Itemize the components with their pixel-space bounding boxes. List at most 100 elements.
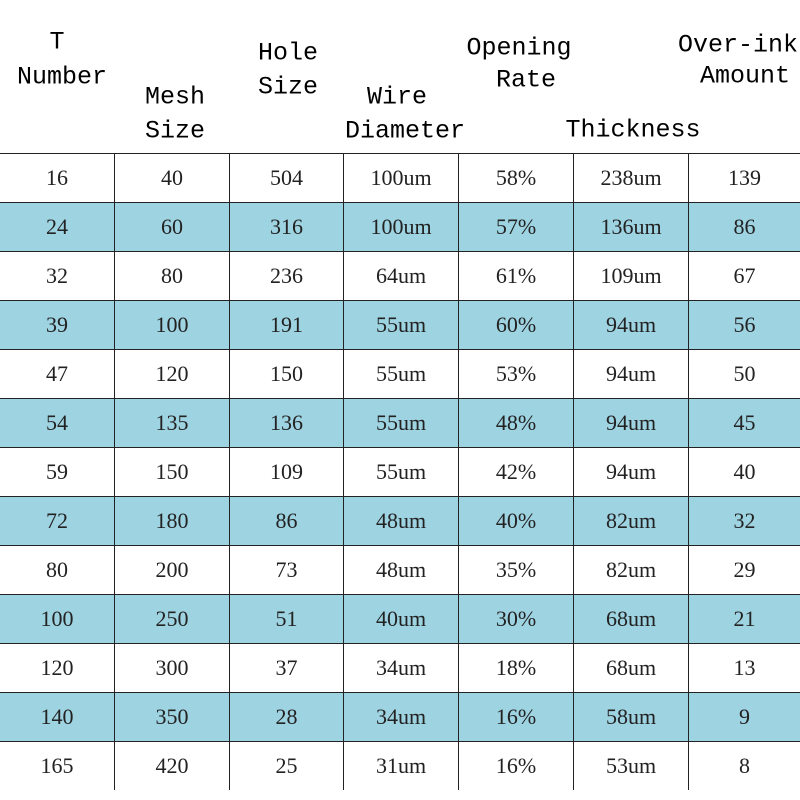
column-header: Thickness [565, 115, 701, 145]
column-header: T [49, 27, 65, 57]
table-cell: 58% [458, 154, 573, 202]
table-cell: 55um [343, 448, 458, 496]
table-cell: 100um [343, 154, 458, 202]
table-cell: 55um [343, 301, 458, 349]
table-cell: 13 [688, 644, 800, 692]
table-cell: 61% [458, 252, 573, 300]
table-cell: 94um [573, 301, 688, 349]
table-cell: 120 [114, 350, 229, 398]
table-cell: 191 [229, 301, 343, 349]
table-row: 54 135 136 55um 48% 94um 45 [0, 398, 800, 447]
table-cell: 32 [688, 497, 800, 545]
table-cell: 55um [343, 350, 458, 398]
table-cell: 32 [46, 263, 68, 288]
table-cell: 16% [458, 693, 573, 741]
table-cell: 136 [229, 399, 343, 447]
table-cell: 150 [114, 448, 229, 496]
column-header: Number [16, 62, 108, 92]
table-cell: 40 [114, 154, 229, 202]
table-cell: 140 [40, 704, 74, 729]
table-cell: 73 [229, 546, 343, 594]
table-cell: 350 [114, 693, 229, 741]
table-cell: 300 [114, 644, 229, 692]
table-cell: 56 [688, 301, 800, 349]
table-cell: 80 [46, 557, 68, 582]
table-cell: 82um [573, 546, 688, 594]
table-row: 16 40 504 100um 58% 238um 139 [0, 153, 800, 202]
table-cell: 100 [40, 606, 74, 631]
table-cell: 135 [114, 399, 229, 447]
table-cell: 18% [458, 644, 573, 692]
table-cell: 53% [458, 350, 573, 398]
column-header: Hole [257, 38, 319, 68]
table-cell: 54 [46, 410, 68, 435]
table-cell: 40 [688, 448, 800, 496]
table-cell: 31um [343, 742, 458, 790]
table-cell: 100 [114, 301, 229, 349]
table-cell: 40% [458, 497, 573, 545]
table-cell: 68um [573, 595, 688, 643]
table-cell: 53um [573, 742, 688, 790]
table-cell: 420 [114, 742, 229, 790]
column-header: Amount [699, 61, 791, 91]
table-cell: 86 [688, 203, 800, 251]
table-cell: 316 [229, 203, 343, 251]
table-cell: 24 [46, 214, 68, 239]
table-cell: 72 [46, 508, 68, 533]
column-header: Over-ink [677, 30, 799, 60]
table-cell: 150 [229, 350, 343, 398]
column-header: Diameter [344, 116, 466, 146]
table-cell: 504 [229, 154, 343, 202]
table-row: 72 180 86 48um 40% 82um 32 [0, 496, 800, 545]
table-cell: 236 [229, 252, 343, 300]
table-cell: 16% [458, 742, 573, 790]
table-cell: 94um [573, 350, 688, 398]
table-cell: 82um [573, 497, 688, 545]
table-cell: 165 [40, 753, 74, 778]
table-cell: 250 [114, 595, 229, 643]
table-cell: 37 [229, 644, 343, 692]
table-cell: 139 [688, 154, 800, 202]
table-cell: 200 [114, 546, 229, 594]
table-cell: 39 [46, 312, 68, 337]
column-header: Mesh [144, 82, 206, 112]
table-cell: 94um [573, 448, 688, 496]
table-cell: 50 [688, 350, 800, 398]
table-cell: 25 [229, 742, 343, 790]
table-cell: 68um [573, 644, 688, 692]
table-row: 47 120 150 55um 53% 94um 50 [0, 349, 800, 398]
table-row: 59 150 109 55um 42% 94um 40 [0, 447, 800, 496]
table-cell: 67 [688, 252, 800, 300]
column-header: Size [257, 72, 319, 102]
table-cell: 100um [343, 203, 458, 251]
table-row: 165 420 25 31um 16% 53um 8 [0, 741, 800, 790]
table-cell: 48um [343, 497, 458, 545]
table-cell: 9 [688, 693, 800, 741]
table-cell: 40um [343, 595, 458, 643]
table-row: 140 350 28 34um 16% 58um 9 [0, 692, 800, 741]
table-cell: 59 [46, 459, 68, 484]
table-cell: 47 [46, 361, 68, 386]
table-cell: 109um [573, 252, 688, 300]
column-header: Wire [366, 82, 428, 112]
table-cell: 55um [343, 399, 458, 447]
table-cell: 180 [114, 497, 229, 545]
table-cell: 60% [458, 301, 573, 349]
table-cell: 94um [573, 399, 688, 447]
table-cell: 48% [458, 399, 573, 447]
table-cell: 86 [229, 497, 343, 545]
table-cell: 35% [458, 546, 573, 594]
table-cell: 80 [114, 252, 229, 300]
column-header: Opening [466, 33, 572, 63]
table-row: 39 100 191 55um 60% 94um 56 [0, 300, 800, 349]
table-cell: 60 [114, 203, 229, 251]
table-row: 120 300 37 34um 18% 68um 13 [0, 643, 800, 692]
table-cell: 28 [229, 693, 343, 741]
table-cell: 120 [40, 655, 74, 680]
table-cell: 58um [573, 693, 688, 741]
table-cell: 64um [343, 252, 458, 300]
table-row: 32 80 236 64um 61% 109um 67 [0, 251, 800, 300]
table-cell: 42% [458, 448, 573, 496]
table-row: 100 250 51 40um 30% 68um 21 [0, 594, 800, 643]
